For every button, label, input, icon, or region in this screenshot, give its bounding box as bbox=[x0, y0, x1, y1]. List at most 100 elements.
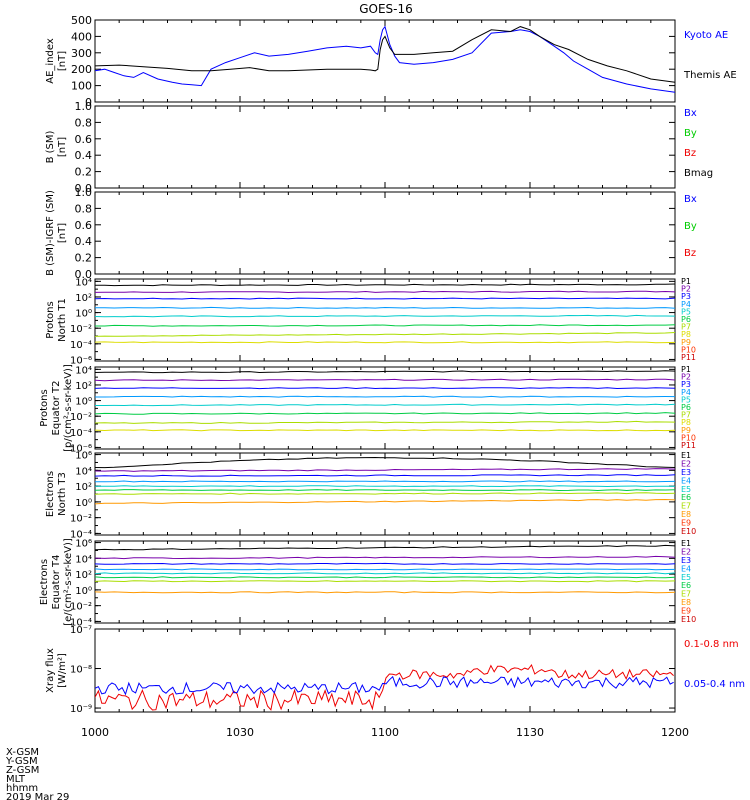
series-line-e5 bbox=[95, 485, 675, 488]
series-line-p6 bbox=[95, 412, 675, 415]
legend-entry: 0.1-0.8 nm bbox=[684, 639, 739, 650]
legend-entry: P7 bbox=[681, 323, 691, 332]
series-line-e7 bbox=[95, 580, 675, 583]
legend-entry: P6 bbox=[681, 315, 691, 324]
series-line-e2 bbox=[95, 468, 675, 472]
legend-entry: E1 bbox=[681, 539, 691, 548]
panel-1: 0 100 200 300 400 500 AE_index [nT] Kyoto AE Them… bbox=[45, 14, 737, 109]
y-axis-label: B (SM) bbox=[45, 130, 56, 163]
legend-entry: E10 bbox=[681, 615, 696, 624]
y-tick-label: 10⁻² bbox=[70, 514, 92, 525]
legend-entry: P6 bbox=[681, 403, 691, 412]
series-line-e1 bbox=[95, 544, 675, 551]
plot-title: GOES-16 bbox=[359, 2, 413, 16]
y-tick-label: 10⁴ bbox=[75, 365, 92, 376]
panel-4: 10⁻⁶ 10⁻⁴ 10⁻² 10⁰ 10² 10⁴ Protons North T1 P1P2… bbox=[45, 277, 696, 366]
legend-entry: E8 bbox=[681, 510, 691, 519]
y-tick-label: 10⁻² bbox=[70, 412, 92, 423]
series-line-e2 bbox=[95, 555, 675, 560]
y-tick-label: 10⁻⁶ bbox=[70, 355, 92, 366]
legend-entry: E9 bbox=[681, 607, 691, 616]
series-line-e8 bbox=[95, 591, 675, 594]
legend-entry: P1 bbox=[681, 365, 691, 374]
series-line-p8 bbox=[95, 341, 675, 344]
series-line-p4 bbox=[95, 306, 675, 309]
legend-entry: Bx bbox=[684, 108, 697, 119]
y-tick-label: 10⁶ bbox=[75, 539, 92, 550]
series-group bbox=[95, 544, 675, 594]
y-tick-label: 10² bbox=[75, 482, 92, 493]
y-tick-label: 0.4 bbox=[75, 235, 93, 248]
y-axis-label: B (SM)-IGRF (SM) bbox=[45, 190, 56, 276]
y-axis-label: [nT] bbox=[57, 137, 68, 157]
y-axis-label: [e/(cm²-s-sr-keV)] bbox=[63, 538, 74, 626]
y-axis-label: Equator T2 bbox=[51, 381, 62, 436]
series-line-themis-ae bbox=[95, 26, 675, 83]
series-line-p3 bbox=[95, 297, 675, 300]
legend-entry: Bz bbox=[684, 248, 696, 259]
legend-entry: P9 bbox=[681, 338, 691, 347]
y-axis-label: North T1 bbox=[57, 298, 68, 342]
legend-entry: P4 bbox=[681, 300, 691, 309]
x-tick-label: 1100 bbox=[371, 726, 399, 739]
y-tick-label: 1.0 bbox=[75, 186, 93, 199]
y-tick-label: 10⁻² bbox=[70, 602, 92, 613]
panel-frame bbox=[94, 278, 676, 362]
legend-entry: P5 bbox=[681, 395, 691, 404]
y-tick-label: 10² bbox=[75, 570, 92, 581]
y-tick-label: 0.6 bbox=[75, 219, 93, 232]
y-axis-label: [W/m²] bbox=[57, 653, 68, 688]
series-line-e7 bbox=[95, 492, 675, 495]
legend-entry: P8 bbox=[681, 418, 691, 427]
footer-row-hhmm: hhmm bbox=[6, 783, 38, 794]
panel-3: 0.0 0.2 0.4 0.6 0.8 1.0 B (SM)-IGRF (SM) [nT] Bx… bbox=[45, 186, 697, 281]
y-tick-label: 10⁰ bbox=[75, 498, 92, 509]
legend-entry: 0.05-0.4 nm bbox=[684, 679, 745, 690]
series-line-e4 bbox=[95, 568, 675, 571]
y-tick-label: 10⁻⁸ bbox=[70, 665, 92, 676]
legend-entry: E2 bbox=[681, 547, 691, 556]
y-tick-label: 10⁰ bbox=[75, 309, 92, 320]
footer-row-x-gsm: X-GSM bbox=[6, 747, 39, 758]
y-axis-label: Protons bbox=[45, 301, 56, 338]
y-tick-label: 200 bbox=[71, 63, 92, 76]
legend-entry: P1 bbox=[681, 277, 691, 286]
y-tick-label: 10⁴ bbox=[75, 554, 92, 565]
series-line-p3 bbox=[95, 387, 675, 390]
legend-entry: P2 bbox=[681, 373, 691, 382]
legend-entry: P2 bbox=[681, 285, 691, 294]
footer-date: 2019 Mar 29 bbox=[6, 792, 69, 800]
y-tick-label: 10⁻⁴ bbox=[70, 529, 92, 540]
panel-2: 0.0 0.2 0.4 0.6 0.8 1.0 B (SM) [nT] Bx By Bz Bmag bbox=[45, 100, 713, 195]
legend-entry: E8 bbox=[681, 598, 691, 607]
y-tick-label: 300 bbox=[71, 47, 92, 60]
y-axis-label: Protons bbox=[39, 389, 50, 426]
panel-5: 10⁻⁶ 10⁻⁴ 10⁻² 10⁰ 10² 10⁴ Protons Equator T2 [p… bbox=[39, 364, 696, 454]
x-tick-label: 1200 bbox=[661, 726, 689, 739]
legend-entry: Bz bbox=[684, 148, 696, 159]
series-line-p5 bbox=[95, 314, 675, 318]
legend-entry: E9 bbox=[681, 519, 691, 528]
series-line-p2 bbox=[95, 378, 675, 382]
series-line-p5 bbox=[95, 403, 675, 407]
y-tick-label: 10⁶ bbox=[75, 451, 92, 462]
y-tick-label: 0.2 bbox=[75, 166, 93, 179]
series-line-e4 bbox=[95, 480, 675, 483]
legend-entry: Bmag bbox=[684, 168, 713, 179]
series-line-p1 bbox=[95, 370, 675, 374]
series-line-p7 bbox=[95, 420, 675, 424]
series-group bbox=[95, 456, 675, 505]
y-tick-label: 10⁰ bbox=[75, 586, 92, 597]
y-tick-label: 0.6 bbox=[75, 133, 93, 146]
legend-entry: P10 bbox=[681, 433, 696, 442]
legend-entry: E3 bbox=[681, 468, 691, 477]
y-tick-label: 10⁻² bbox=[70, 324, 92, 335]
panel-frame bbox=[94, 105, 676, 189]
y-tick-label: 10⁻⁴ bbox=[70, 617, 92, 628]
legend-entry: P9 bbox=[681, 426, 691, 435]
y-tick-label: 0.2 bbox=[75, 252, 93, 265]
legend-entry: E10 bbox=[681, 527, 696, 536]
legend-entry: P3 bbox=[681, 292, 691, 301]
